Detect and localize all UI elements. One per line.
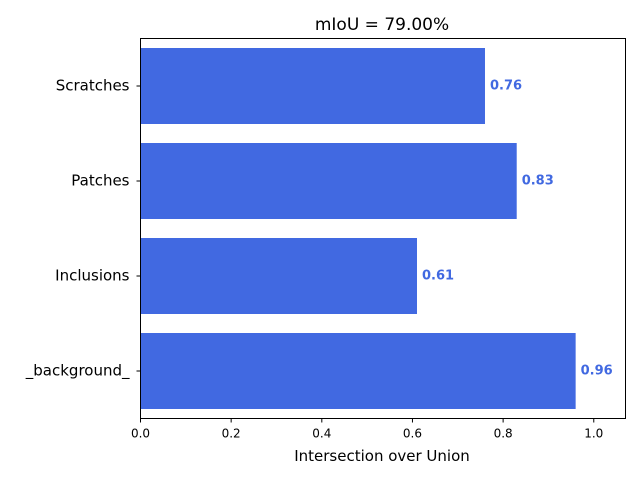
- chart-title: mIoU = 79.00%: [315, 15, 449, 35]
- category-label-background: _background_: [25, 362, 130, 381]
- x-tick-label-2: 0.4: [312, 427, 331, 441]
- x-tick-label-5: 1.0: [584, 427, 603, 441]
- category-label-scratches: Scratches: [56, 77, 130, 95]
- bar-scratches: [140, 48, 485, 124]
- value-label-patches: 0.83: [522, 174, 554, 189]
- x-tick-label-4: 0.8: [494, 427, 513, 441]
- bar-background: [140, 333, 576, 409]
- bar-inclusions: [140, 238, 417, 314]
- category-label-inclusions: Inclusions: [55, 267, 130, 285]
- x-tick-label-3: 0.6: [403, 427, 422, 441]
- category-label-patches: Patches: [71, 172, 129, 190]
- value-labels-group: 0.76 0.83 0.61 0.96: [422, 79, 613, 379]
- x-axis-label: Intersection over Union: [294, 447, 470, 465]
- value-label-background: 0.96: [581, 364, 613, 379]
- bars-group: [140, 48, 576, 409]
- bar-patches: [140, 143, 517, 219]
- x-tick-label-0: 0.0: [131, 427, 150, 441]
- x-axis: 0.0 0.2 0.4 0.6 0.8 1.0: [131, 418, 603, 441]
- y-axis: Scratches Patches Inclusions _background_: [25, 77, 141, 381]
- x-tick-label-1: 0.2: [222, 427, 241, 441]
- value-label-inclusions: 0.61: [422, 269, 454, 284]
- value-label-scratches: 0.76: [490, 79, 522, 94]
- plot-frame: [140, 38, 626, 419]
